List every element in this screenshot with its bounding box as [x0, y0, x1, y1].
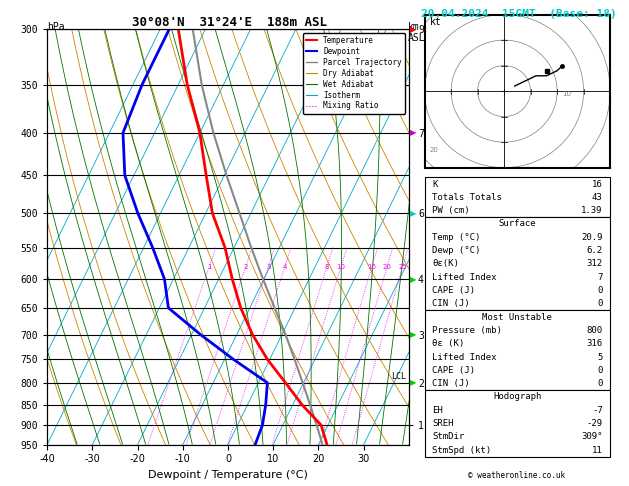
Text: 20.04.2024  15GMT  (Base: 18): 20.04.2024 15GMT (Base: 18): [421, 9, 617, 19]
Text: Hodograph: Hodograph: [493, 393, 542, 401]
Bar: [425, 390, 610, 457]
Text: StmSpd (kt): StmSpd (kt): [432, 446, 491, 455]
Text: ▶: ▶: [409, 330, 416, 339]
Text: 20: 20: [382, 264, 391, 270]
Text: CIN (J): CIN (J): [432, 379, 470, 388]
Text: EH: EH: [432, 406, 443, 415]
Y-axis label: Mixing Ratio (g/kg): Mixing Ratio (g/kg): [426, 191, 437, 283]
Text: 16: 16: [592, 179, 603, 189]
Text: 8: 8: [325, 264, 329, 270]
Text: © weatheronline.co.uk: © weatheronline.co.uk: [469, 471, 565, 480]
Text: 0: 0: [598, 379, 603, 388]
Text: LCL: LCL: [392, 372, 406, 381]
Text: 1: 1: [207, 264, 211, 270]
Text: 10: 10: [562, 91, 571, 97]
Text: km
ASL: km ASL: [408, 22, 425, 43]
Text: 3: 3: [266, 264, 270, 270]
Text: Lifted Index: Lifted Index: [432, 273, 496, 282]
Text: 1.39: 1.39: [581, 206, 603, 215]
Text: 0: 0: [598, 286, 603, 295]
Text: θε(K): θε(K): [432, 260, 459, 268]
Text: -29: -29: [587, 419, 603, 428]
Text: θε (K): θε (K): [432, 339, 464, 348]
Text: 6.2: 6.2: [587, 246, 603, 255]
Text: ▶: ▶: [409, 209, 416, 218]
Text: ▶: ▶: [409, 128, 416, 138]
Legend: Temperature, Dewpoint, Parcel Trajectory, Dry Adiabat, Wet Adiabat, Isotherm, Mi: Temperature, Dewpoint, Parcel Trajectory…: [303, 33, 405, 114]
Text: CIN (J): CIN (J): [432, 299, 470, 308]
Text: Surface: Surface: [499, 220, 536, 228]
X-axis label: Dewpoint / Temperature (°C): Dewpoint / Temperature (°C): [148, 470, 308, 480]
Bar: [425, 217, 610, 311]
Text: StmDir: StmDir: [432, 433, 464, 441]
Text: 316: 316: [587, 339, 603, 348]
Text: Temp (°C): Temp (°C): [432, 233, 481, 242]
Text: CAPE (J): CAPE (J): [432, 366, 475, 375]
Text: ▶: ▶: [409, 25, 416, 34]
Text: 800: 800: [587, 326, 603, 335]
Text: 0: 0: [598, 366, 603, 375]
Bar: [425, 177, 610, 217]
Text: kt: kt: [430, 17, 442, 27]
Text: -7: -7: [592, 406, 603, 415]
Text: 5: 5: [598, 352, 603, 362]
Text: 25: 25: [398, 264, 407, 270]
Text: 7: 7: [598, 273, 603, 282]
Text: 4: 4: [282, 264, 287, 270]
Text: Pressure (mb): Pressure (mb): [432, 326, 502, 335]
Text: ▶: ▶: [409, 378, 416, 387]
Bar: [425, 311, 610, 390]
Text: 309°: 309°: [581, 433, 603, 441]
Text: K: K: [432, 179, 437, 189]
Text: SREH: SREH: [432, 419, 454, 428]
Text: 10: 10: [337, 264, 345, 270]
Text: 30°08'N  31°24'E  188m ASL: 30°08'N 31°24'E 188m ASL: [132, 16, 327, 29]
Text: ▶: ▶: [409, 275, 416, 283]
Text: Lifted Index: Lifted Index: [432, 352, 496, 362]
Text: 11: 11: [592, 446, 603, 455]
Text: 43: 43: [592, 193, 603, 202]
Text: PW (cm): PW (cm): [432, 206, 470, 215]
Text: 2: 2: [243, 264, 248, 270]
Text: 16: 16: [367, 264, 376, 270]
Text: 20: 20: [430, 147, 439, 154]
Text: Most Unstable: Most Unstable: [482, 312, 552, 322]
Text: Dewp (°C): Dewp (°C): [432, 246, 481, 255]
Text: 20.9: 20.9: [581, 233, 603, 242]
Text: CAPE (J): CAPE (J): [432, 286, 475, 295]
Text: hPa: hPa: [47, 22, 65, 32]
Text: 0: 0: [598, 299, 603, 308]
Text: Totals Totals: Totals Totals: [432, 193, 502, 202]
Text: 312: 312: [587, 260, 603, 268]
